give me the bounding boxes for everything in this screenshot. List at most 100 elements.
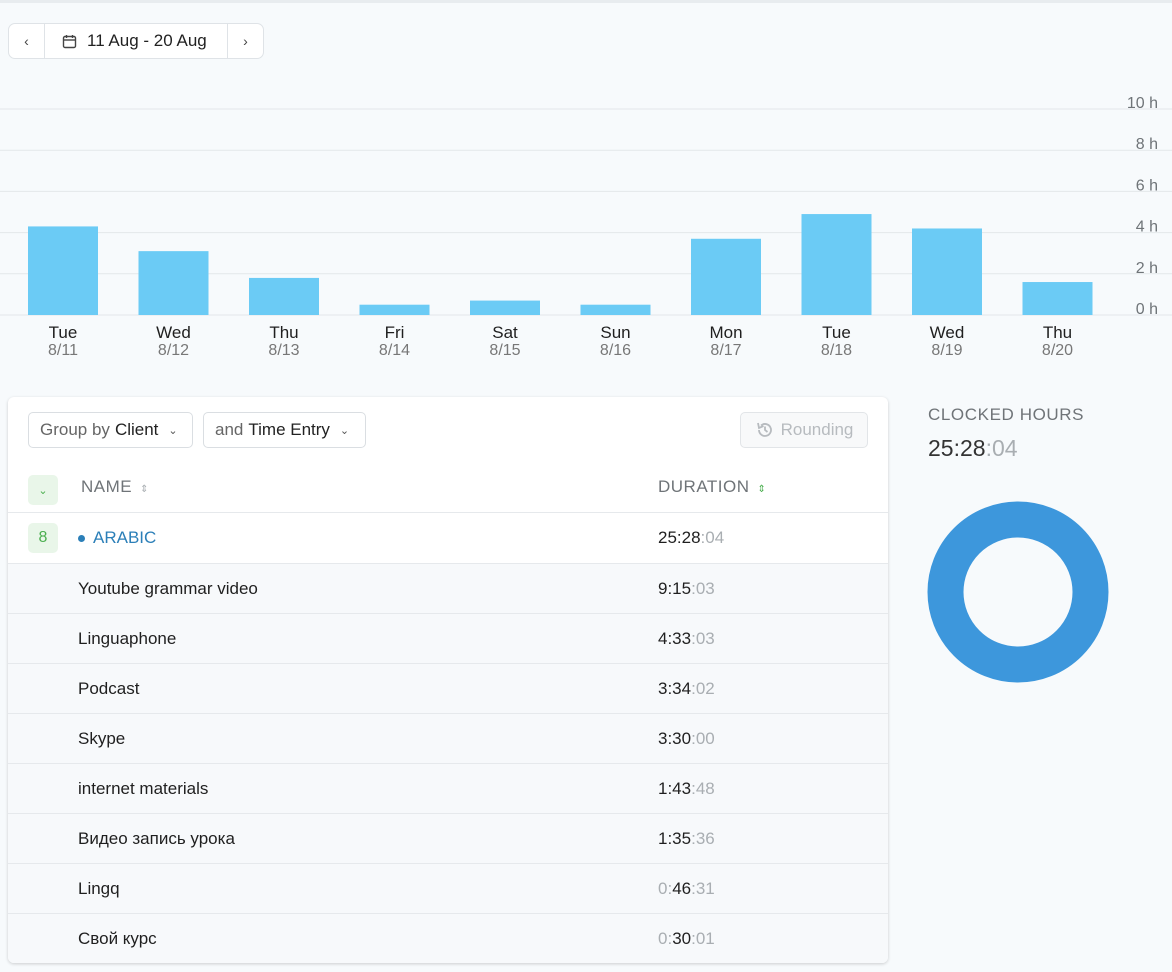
duration-main: 4:33 (658, 628, 692, 648)
date-range-button[interactable]: 11 Aug - 20 Aug (44, 24, 228, 58)
clocked-hours-value: 25:28:04 (928, 435, 1018, 462)
duration-seconds: :31 (691, 878, 715, 898)
date-range-label: 11 Aug - 20 Aug (87, 31, 207, 50)
header-divider (8, 512, 888, 513)
chevron-left-icon: ‹ (24, 33, 29, 49)
duration-bar-chart: 10 h8 h6 h4 h2 h0 hTue8/11Wed8/12Thu8/13… (0, 95, 1172, 359)
time-entry-name: Свой курс (78, 928, 157, 948)
subgroup-select[interactable]: and Time Entry ⌄ (203, 412, 366, 448)
report-table-card: Group by Client ⌄ and Time Entry ⌄ Round… (8, 397, 888, 963)
chevron-down-icon: ⌄ (168, 424, 178, 437)
group-by-value: Client (114, 420, 159, 439)
rounding-button[interactable]: Rounding (740, 412, 868, 448)
duration-seconds: :00 (691, 728, 715, 748)
time-entry-name: Linguaphone (78, 628, 177, 648)
group-by-select[interactable]: Group by Client ⌄ (28, 412, 193, 448)
x-date-label: 8/16 (600, 342, 631, 359)
chevron-down-icon: ⌄ (38, 484, 48, 497)
next-week-button[interactable]: › (228, 24, 263, 58)
x-date-label: 8/14 (379, 342, 410, 359)
client-group-row[interactable]: 8 ARABIC 25:28:04 (8, 513, 888, 563)
duration-main: 30 (672, 928, 692, 948)
duration-bar[interactable] (1022, 282, 1093, 315)
duration-seconds: :48 (691, 778, 715, 798)
duration-seconds: :36 (691, 828, 715, 848)
y-tick-label: 4 h (1136, 219, 1158, 236)
duration-bar[interactable] (28, 226, 98, 315)
duration-bar[interactable] (249, 277, 319, 315)
duration-seconds: :03 (691, 628, 715, 648)
donut-segment-arabic[interactable] (927, 501, 1109, 683)
name-column-header[interactable]: NAME ⇕ (81, 477, 149, 497)
clocked-hours-seconds: :04 (985, 435, 1018, 461)
expand-all-toggle[interactable]: ⌄ (28, 475, 58, 505)
x-day-label: Tue (49, 323, 78, 342)
prev-week-button[interactable]: ‹ (9, 24, 44, 58)
duration-main: 1:43 (658, 778, 692, 798)
duration-bar[interactable] (470, 300, 540, 315)
time-entry-row[interactable]: Podcast 3:34:02 (8, 663, 888, 713)
rounding-history-icon (756, 422, 772, 437)
duration-seconds: :03 (691, 578, 715, 598)
time-entry-row[interactable]: Linguaphone 4:33:03 (8, 613, 888, 663)
duration-bar[interactable] (359, 304, 430, 315)
x-day-label: Sun (600, 323, 630, 342)
sort-icon: ⇕ (140, 484, 150, 495)
time-entry-row[interactable]: Lingq 0:46:31 (8, 863, 888, 913)
duration-main: 3:34 (658, 678, 692, 698)
duration-seconds: :04 (700, 528, 725, 547)
duration-seconds: :01 (691, 928, 715, 948)
date-range-picker: ‹ 11 Aug - 20 Aug › (8, 23, 264, 59)
time-entry-row[interactable]: Youtube grammar video 9:15:03 (8, 563, 888, 613)
time-entry-name: Youtube grammar video (78, 578, 258, 598)
top-border (0, 0, 1172, 3)
duration-bar[interactable] (691, 238, 761, 315)
duration-column-header[interactable]: DURATION ⇕ (658, 477, 766, 497)
x-day-label: Thu (269, 323, 298, 342)
x-day-label: Fri (385, 323, 405, 342)
y-tick-label: 6 h (1136, 177, 1158, 194)
client-color-dot (78, 534, 85, 542)
entry-count-badge[interactable]: 8 (28, 523, 58, 553)
calendar-icon (62, 34, 77, 48)
duration-main: 46 (672, 878, 692, 898)
time-entry-row[interactable]: internet materials 1:43:48 (8, 763, 888, 813)
time-entry-duration: 3:30:00 (658, 729, 715, 749)
time-entry-row[interactable]: Видео запись урока 1:35:36 (8, 813, 888, 863)
clocked-hours-donut-chart (927, 501, 1109, 683)
duration-main: 3:30 (658, 728, 692, 748)
time-entry-name: Lingq (78, 878, 120, 898)
duration-bar[interactable] (912, 228, 982, 315)
time-entry-row[interactable]: Skype 3:30:00 (8, 713, 888, 763)
x-day-label: Thu (1043, 323, 1072, 342)
time-entry-duration: 4:33:03 (658, 629, 715, 649)
duration-bar[interactable] (580, 304, 651, 315)
time-entry-duration: 1:35:36 (658, 829, 715, 849)
x-date-label: 8/19 (931, 342, 962, 359)
group-by-prefix: Group by (40, 420, 110, 439)
x-date-label: 8/11 (48, 342, 78, 359)
time-entry-row[interactable]: Свой курс 0:30:01 (8, 913, 888, 963)
y-tick-label: 10 h (1127, 95, 1158, 112)
x-date-label: 8/17 (710, 342, 741, 359)
duration-bar[interactable] (138, 251, 209, 315)
client-name[interactable]: ARABIC (78, 528, 156, 548)
clocked-hours-title: CLOCKED HOURS (928, 405, 1085, 424)
client-duration: 25:28:04 (658, 528, 724, 548)
time-entry-duration: 0:30:01 (658, 929, 715, 949)
duration-bar[interactable] (801, 214, 872, 315)
time-entry-duration: 0:46:31 (658, 879, 715, 899)
chevron-right-icon: › (243, 33, 248, 49)
y-tick-label: 0 h (1136, 301, 1158, 318)
x-date-label: 8/13 (268, 342, 299, 359)
x-date-label: 8/12 (158, 342, 189, 359)
time-entry-duration: 1:43:48 (658, 779, 715, 799)
x-date-label: 8/15 (489, 342, 520, 359)
y-tick-label: 2 h (1136, 260, 1158, 277)
duration-lead: 0: (658, 878, 673, 898)
time-entry-name: internet materials (78, 778, 209, 798)
subgroup-prefix: and (215, 420, 244, 439)
duration-column-label: DURATION (658, 477, 750, 496)
client-name-label: ARABIC (93, 528, 157, 547)
x-date-label: 8/18 (821, 342, 852, 359)
